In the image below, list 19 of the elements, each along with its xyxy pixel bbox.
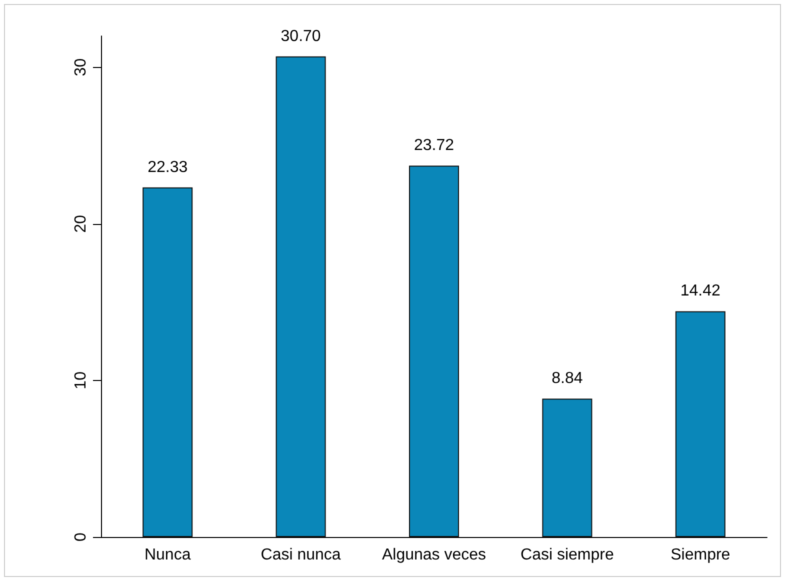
bar (409, 166, 459, 537)
bar (276, 56, 326, 537)
bar (142, 187, 193, 537)
x-tick-label: Casi siempre (520, 546, 614, 564)
y-tick-label: 0 (72, 532, 90, 542)
x-tick-label: Siempre (670, 546, 730, 564)
y-tick-label: 30 (72, 58, 90, 76)
x-tick-label: Nunca (144, 546, 191, 564)
y-tick-label: 10 (72, 371, 90, 390)
x-tick-label: Casi nunca (260, 546, 341, 564)
bar (675, 311, 726, 537)
data-label: 8.84 (552, 370, 583, 388)
data-label: 22.33 (148, 158, 188, 176)
data-label: 23.72 (414, 137, 454, 154)
y-tick-label: 20 (72, 214, 90, 233)
data-label: 14.42 (680, 282, 721, 300)
data-label: 30.70 (280, 28, 321, 45)
x-tick-label: Algunas veces (382, 546, 486, 564)
bar (542, 398, 592, 537)
